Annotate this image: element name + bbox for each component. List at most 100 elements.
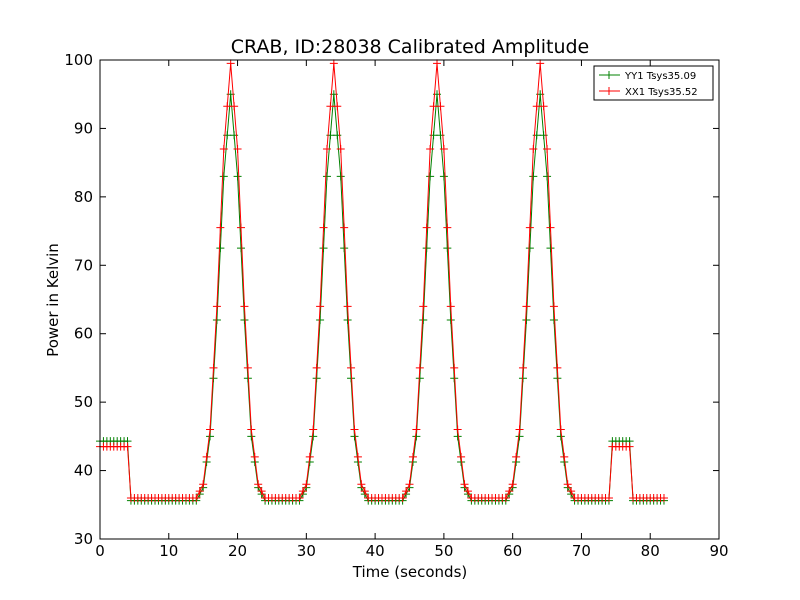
data-point	[326, 102, 335, 111]
data-point	[309, 425, 318, 434]
data-point	[426, 144, 435, 153]
data-point	[309, 432, 318, 441]
data-point	[543, 144, 552, 153]
data-point	[340, 223, 349, 232]
data-point	[543, 172, 552, 181]
x-tick-label: 40	[366, 542, 385, 560]
data-point	[412, 425, 421, 434]
data-point	[206, 432, 215, 441]
data-point	[312, 363, 321, 372]
data-point	[240, 316, 249, 325]
data-point	[439, 144, 448, 153]
x-tick-label: 20	[228, 542, 247, 560]
data-point	[316, 316, 325, 325]
data-point	[522, 302, 531, 311]
data-point	[240, 302, 249, 311]
data-point	[216, 223, 225, 232]
data-point	[463, 487, 472, 496]
data-point	[553, 363, 562, 372]
data-point	[254, 480, 263, 489]
data-point	[419, 316, 428, 325]
x-axis-label: Time (seconds)	[352, 563, 468, 581]
data-point	[216, 244, 225, 253]
data-point	[247, 425, 256, 434]
legend-swatch-marker	[605, 87, 613, 95]
data-point	[236, 244, 245, 253]
data-point	[549, 302, 558, 311]
data-point	[536, 59, 545, 68]
data-point	[508, 480, 517, 489]
data-point	[546, 223, 555, 232]
data-point	[353, 452, 362, 461]
data-point	[230, 102, 239, 111]
legend-box	[593, 65, 714, 101]
data-point	[322, 144, 331, 153]
data-point	[236, 223, 245, 232]
data-point	[212, 302, 221, 311]
data-point	[350, 432, 359, 441]
data-point	[457, 452, 466, 461]
data-point	[505, 487, 514, 496]
data-point	[422, 244, 431, 253]
series-line	[100, 94, 664, 502]
data-point	[443, 223, 452, 232]
data-point	[250, 452, 259, 461]
chart-title: CRAB, ID:28038 Calibrated Amplitude	[231, 36, 590, 58]
data-point	[563, 480, 572, 489]
data-point	[415, 363, 424, 372]
y-tick-label: 70	[74, 256, 93, 274]
data-point	[419, 302, 428, 311]
x-tick-label: 70	[572, 542, 591, 560]
y-tick-label: 50	[74, 393, 93, 411]
data-point	[518, 363, 527, 372]
data-point	[233, 144, 242, 153]
data-point	[443, 244, 452, 253]
data-point	[206, 425, 215, 434]
series-xx1	[96, 59, 668, 502]
data-point	[525, 244, 534, 253]
data-point	[360, 487, 369, 496]
plot-frame	[99, 59, 720, 540]
y-tick-label: 40	[74, 462, 93, 480]
data-point	[439, 172, 448, 181]
data-point	[319, 223, 328, 232]
data-point	[429, 102, 438, 111]
data-point	[453, 432, 462, 441]
x-tick-label: 0	[95, 542, 105, 560]
legend: YY1 Tsys35.09 XX1 Tsys35.52	[593, 65, 714, 101]
plot-area: 0 10 20 30 40 50 60 70 80 90 30 40 50 60 70 80 90 100	[64, 51, 728, 560]
legend-swatch-marker	[605, 71, 613, 79]
data-point	[453, 425, 462, 434]
series-line	[100, 63, 664, 499]
y-axis-label: Power in Kelvin	[44, 243, 62, 357]
data-point	[546, 244, 555, 253]
data-point	[625, 442, 634, 451]
data-point	[405, 480, 414, 489]
y-tick-label: 30	[74, 530, 93, 548]
data-point	[219, 144, 228, 153]
data-point	[257, 487, 266, 496]
x-tick-label: 50	[434, 542, 453, 560]
series-yy1	[96, 90, 668, 505]
y-tick-label: 100	[64, 51, 93, 69]
data-point	[322, 172, 331, 181]
data-point	[460, 480, 469, 489]
data-point	[532, 102, 541, 111]
data-point	[450, 363, 459, 372]
data-point	[343, 302, 352, 311]
data-point	[316, 302, 325, 311]
legend-entry-label: YY1 Tsys35.09	[624, 71, 696, 82]
data-point	[529, 172, 538, 181]
data-point	[515, 425, 524, 434]
data-point	[522, 316, 531, 325]
data-point	[212, 316, 221, 325]
data-point	[223, 102, 232, 111]
data-point	[336, 144, 345, 153]
data-point	[436, 102, 445, 111]
legend-entry-label: XX1 Tsys35.52	[625, 87, 698, 98]
data-point	[501, 493, 510, 502]
data-point	[402, 487, 411, 496]
data-point	[336, 172, 345, 181]
x-tick-label: 90	[709, 542, 728, 560]
